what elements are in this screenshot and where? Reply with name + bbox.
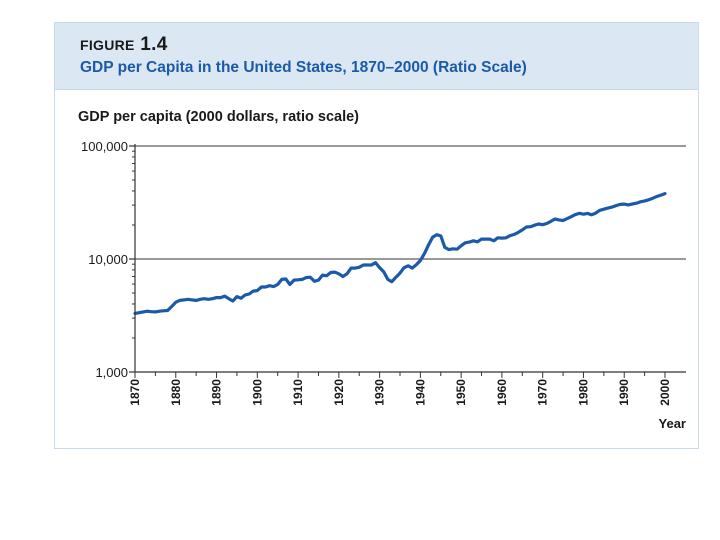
x-tick-label: 1990	[617, 379, 631, 406]
figure-label-prefix: FIGURE	[80, 37, 135, 53]
x-tick-label: 1920	[332, 379, 346, 406]
y-tick-label: 100,000	[81, 139, 128, 154]
x-tick-label: 1870	[128, 379, 142, 406]
x-axis-ticks: 1870 1880 1890 1900 1910 1920 1930 1940 1950 1960…	[128, 372, 672, 406]
y-axis-label: GDP per capita (2000 dollars, ratio scal…	[78, 109, 359, 125]
y-tick-label: 1,000	[95, 365, 128, 380]
x-tick-label: 1900	[250, 379, 264, 406]
x-tick-label: 1880	[169, 379, 183, 406]
figure-label-number: 1.4	[140, 34, 168, 55]
gridlines	[135, 145, 686, 260]
x-tick-label: 1890	[210, 379, 224, 406]
x-tick-label: 1940	[413, 379, 427, 406]
x-tick-label: 1930	[373, 379, 387, 406]
x-tick-label: 2000	[658, 379, 672, 406]
figure-title: GDP per Capita in the United States, 187…	[80, 59, 527, 76]
x-tick-label: 1960	[495, 379, 509, 406]
series-group	[133, 192, 667, 315]
figure-header: FIGURE 1.4 GDP per Capita in the United …	[55, 23, 698, 90]
x-axis-label: Year	[659, 416, 686, 431]
series-line-gdp-per-capita	[133, 192, 667, 315]
figure-label: FIGURE 1.4	[80, 34, 168, 56]
x-tick-label: 1910	[291, 379, 305, 406]
x-tick-label: 1950	[454, 379, 468, 406]
figure-panel: FIGURE 1.4 GDP per Capita in the United …	[54, 22, 699, 449]
y-tick-label: 10,000	[88, 252, 128, 267]
y-axis-ticks: 1,000 10,000 100,000	[81, 139, 135, 380]
x-tick-label: 1970	[536, 379, 550, 406]
x-tick-label: 1980	[576, 379, 590, 406]
